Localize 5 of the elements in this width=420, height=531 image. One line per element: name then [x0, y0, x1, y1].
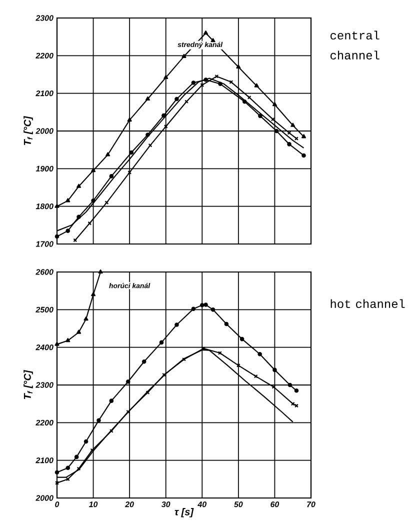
text: central channel	[330, 30, 380, 60]
x-axis-title: τ [s]	[174, 508, 194, 518]
text: hot channel	[330, 299, 405, 308]
y-axis-title: T$_{f}$ [°C]	[24, 370, 33, 400]
y-axis-title: T$_{f}$ [°C]	[24, 116, 33, 146]
